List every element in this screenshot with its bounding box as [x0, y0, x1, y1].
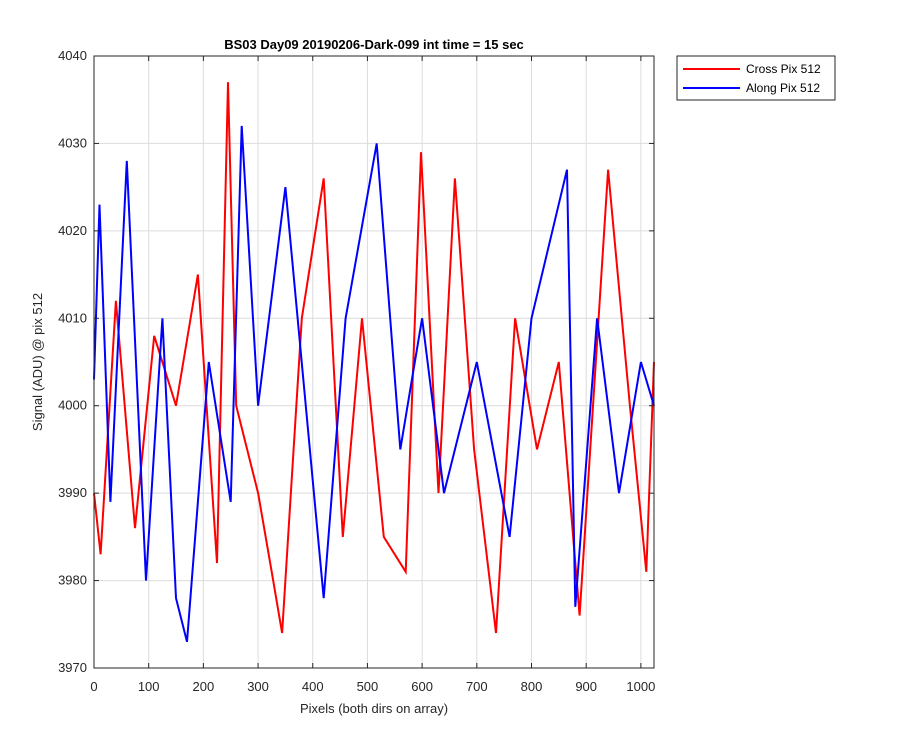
x-axis-label: Pixels (both dirs on array)	[300, 701, 448, 716]
y-tick-label: 3990	[58, 485, 87, 500]
plot-frame	[93, 55, 655, 669]
series-line-cross-pix-512	[93, 82, 655, 634]
x-tick-label: 800	[521, 679, 543, 694]
x-tick-label: 400	[302, 679, 324, 694]
y-tick-label: 4030	[58, 135, 87, 150]
series-layer	[93, 82, 655, 643]
y-tick-label: 4000	[58, 398, 87, 413]
series-line-along-pix-512	[93, 125, 655, 643]
y-tick-label: 4020	[58, 223, 87, 238]
chart-title: BS03 Day09 20190206-Dark-099 int time = …	[224, 37, 524, 52]
legend-label-along-pix: Along Pix 512	[746, 81, 820, 95]
x-tick-label: 200	[193, 679, 215, 694]
y-ticks: 3970 3980 3990 4000 4010 4020 4030 4040	[58, 48, 654, 675]
y-axis-label: Signal (ADU) @ pix 512	[30, 293, 45, 431]
x-tick-label: 600	[411, 679, 433, 694]
x-tick-label: 1000	[626, 679, 655, 694]
y-tick-label: 3970	[58, 660, 87, 675]
x-tick-label: 100	[138, 679, 160, 694]
x-ticks: 0 100 200 300 400 500 600 700 800 900 1000	[90, 56, 655, 694]
y-tick-label: 4040	[58, 48, 87, 63]
y-tick-label: 4010	[58, 310, 87, 325]
legend-label-cross-pix: Cross Pix 512	[746, 62, 821, 76]
legend-box	[676, 55, 836, 101]
x-tick-label: 300	[247, 679, 269, 694]
x-tick-label: 700	[466, 679, 488, 694]
y-tick-label: 3980	[58, 573, 87, 588]
x-tick-label: 500	[357, 679, 379, 694]
x-tick-label: 900	[575, 679, 597, 694]
x-tick-label: 0	[90, 679, 97, 694]
legend: Cross Pix 512 Along Pix 512	[676, 55, 836, 101]
